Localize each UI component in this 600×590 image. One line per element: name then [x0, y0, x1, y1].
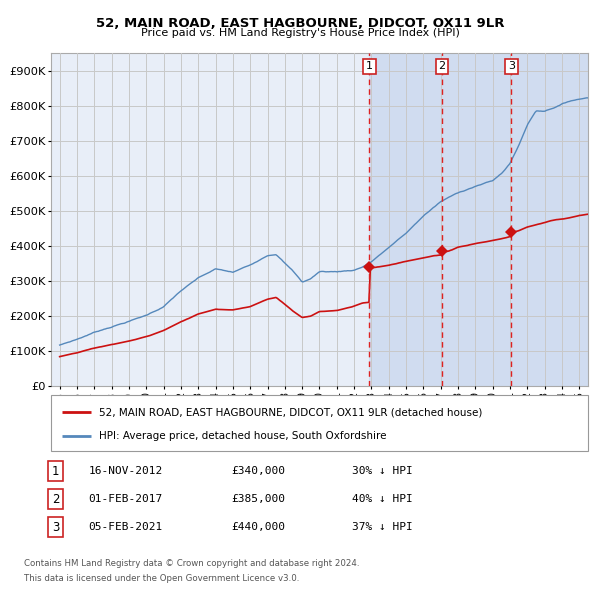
Text: 3: 3: [508, 61, 515, 71]
Text: 16-NOV-2012: 16-NOV-2012: [88, 466, 163, 476]
Text: 05-FEB-2021: 05-FEB-2021: [88, 522, 163, 532]
Text: £385,000: £385,000: [231, 494, 285, 504]
Text: 2: 2: [439, 61, 446, 71]
Text: 52, MAIN ROAD, EAST HAGBOURNE, DIDCOT, OX11 9LR: 52, MAIN ROAD, EAST HAGBOURNE, DIDCOT, O…: [96, 17, 504, 30]
Bar: [442, 53, 511, 386]
Text: 40% ↓ HPI: 40% ↓ HPI: [352, 494, 413, 504]
Text: 30% ↓ HPI: 30% ↓ HPI: [352, 466, 413, 476]
Text: Contains HM Land Registry data © Crown copyright and database right 2024.: Contains HM Land Registry data © Crown c…: [24, 559, 359, 568]
Text: 1: 1: [366, 61, 373, 71]
FancyBboxPatch shape: [51, 395, 588, 451]
Text: £440,000: £440,000: [231, 522, 285, 532]
Text: 52, MAIN ROAD, EAST HAGBOURNE, DIDCOT, OX11 9LR (detached house): 52, MAIN ROAD, EAST HAGBOURNE, DIDCOT, O…: [100, 407, 483, 417]
Text: 37% ↓ HPI: 37% ↓ HPI: [352, 522, 413, 532]
Text: £340,000: £340,000: [231, 466, 285, 476]
Text: 01-FEB-2017: 01-FEB-2017: [88, 494, 163, 504]
Text: 3: 3: [52, 520, 59, 533]
Bar: [511, 53, 588, 386]
Text: This data is licensed under the Open Government Licence v3.0.: This data is licensed under the Open Gov…: [24, 574, 299, 583]
Text: Price paid vs. HM Land Registry's House Price Index (HPI): Price paid vs. HM Land Registry's House …: [140, 28, 460, 38]
Text: 2: 2: [52, 493, 59, 506]
Text: HPI: Average price, detached house, South Oxfordshire: HPI: Average price, detached house, Sout…: [100, 431, 387, 441]
Text: 1: 1: [52, 465, 59, 478]
Bar: [370, 53, 442, 386]
